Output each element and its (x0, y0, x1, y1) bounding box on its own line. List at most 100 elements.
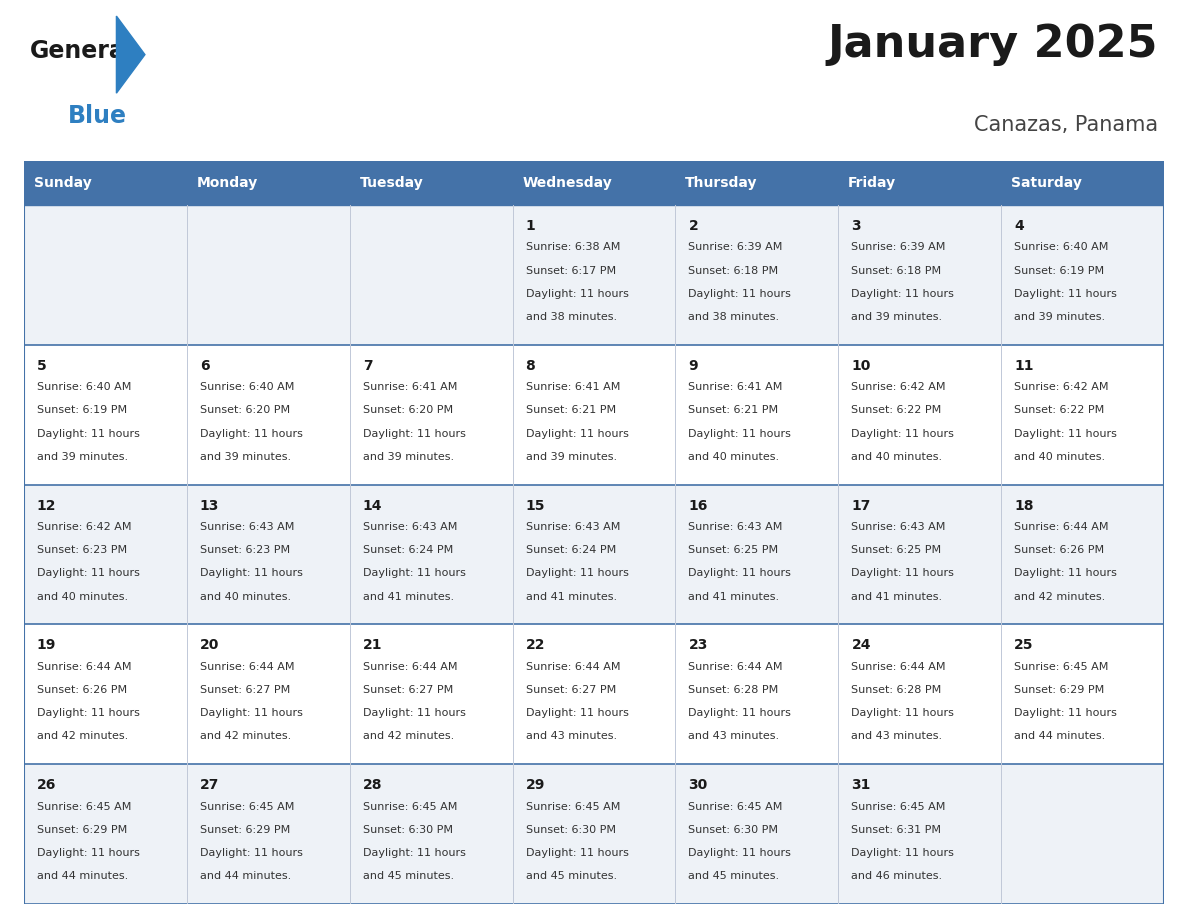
Text: Sunset: 6:29 PM: Sunset: 6:29 PM (1015, 685, 1105, 695)
Text: and 41 minutes.: and 41 minutes. (525, 591, 617, 601)
Text: Blue: Blue (68, 104, 127, 128)
Text: and 40 minutes.: and 40 minutes. (200, 591, 291, 601)
Text: Sunset: 6:30 PM: Sunset: 6:30 PM (362, 825, 453, 835)
Text: 8: 8 (525, 359, 536, 373)
Text: and 44 minutes.: and 44 minutes. (200, 871, 291, 881)
Text: 27: 27 (200, 778, 219, 792)
Text: Sunset: 6:23 PM: Sunset: 6:23 PM (200, 545, 290, 555)
Text: Daylight: 11 hours: Daylight: 11 hours (37, 709, 140, 719)
Text: and 39 minutes.: and 39 minutes. (200, 452, 291, 462)
Text: Sunrise: 6:39 AM: Sunrise: 6:39 AM (689, 242, 783, 252)
Bar (676, 161, 839, 205)
Text: Sunrise: 6:44 AM: Sunrise: 6:44 AM (525, 662, 620, 672)
Text: and 44 minutes.: and 44 minutes. (1015, 732, 1106, 742)
Text: Daylight: 11 hours: Daylight: 11 hours (362, 848, 466, 858)
Text: Sunset: 6:23 PM: Sunset: 6:23 PM (37, 545, 127, 555)
Text: Daylight: 11 hours: Daylight: 11 hours (852, 568, 954, 578)
Text: Sunset: 6:25 PM: Sunset: 6:25 PM (852, 545, 942, 555)
Text: Daylight: 11 hours: Daylight: 11 hours (689, 848, 791, 858)
Text: Sunrise: 6:41 AM: Sunrise: 6:41 AM (362, 383, 457, 392)
Text: and 41 minutes.: and 41 minutes. (689, 591, 779, 601)
Text: and 39 minutes.: and 39 minutes. (1015, 312, 1106, 321)
Text: 11: 11 (1015, 359, 1034, 373)
Bar (512, 161, 676, 205)
Text: Daylight: 11 hours: Daylight: 11 hours (852, 288, 954, 298)
Text: and 41 minutes.: and 41 minutes. (362, 591, 454, 601)
Text: Daylight: 11 hours: Daylight: 11 hours (852, 429, 954, 439)
Text: Daylight: 11 hours: Daylight: 11 hours (1015, 429, 1117, 439)
Text: and 42 minutes.: and 42 minutes. (1015, 591, 1106, 601)
Text: Daylight: 11 hours: Daylight: 11 hours (689, 568, 791, 578)
Text: Daylight: 11 hours: Daylight: 11 hours (362, 568, 466, 578)
Text: 28: 28 (362, 778, 383, 792)
Text: Daylight: 11 hours: Daylight: 11 hours (37, 568, 140, 578)
Text: Sunset: 6:22 PM: Sunset: 6:22 PM (1015, 406, 1105, 416)
Text: and 42 minutes.: and 42 minutes. (37, 732, 128, 742)
Text: Sunset: 6:30 PM: Sunset: 6:30 PM (525, 825, 615, 835)
Text: Sunset: 6:20 PM: Sunset: 6:20 PM (200, 406, 290, 416)
Text: and 39 minutes.: and 39 minutes. (852, 312, 942, 321)
Text: Daylight: 11 hours: Daylight: 11 hours (525, 709, 628, 719)
Text: 2: 2 (689, 218, 699, 232)
Text: Daylight: 11 hours: Daylight: 11 hours (852, 709, 954, 719)
Text: Daylight: 11 hours: Daylight: 11 hours (1015, 288, 1117, 298)
Text: Daylight: 11 hours: Daylight: 11 hours (1015, 568, 1117, 578)
Text: Daylight: 11 hours: Daylight: 11 hours (525, 429, 628, 439)
Text: and 40 minutes.: and 40 minutes. (1015, 452, 1106, 462)
Text: and 39 minutes.: and 39 minutes. (525, 452, 617, 462)
Text: 26: 26 (37, 778, 56, 792)
Text: Canazas, Panama: Canazas, Panama (974, 116, 1158, 135)
Text: Sunrise: 6:45 AM: Sunrise: 6:45 AM (689, 802, 783, 812)
Bar (349, 161, 512, 205)
Text: Daylight: 11 hours: Daylight: 11 hours (200, 848, 303, 858)
Text: 4: 4 (1015, 218, 1024, 232)
Text: and 39 minutes.: and 39 minutes. (362, 452, 454, 462)
Text: 16: 16 (689, 498, 708, 512)
Text: 6: 6 (200, 359, 209, 373)
Text: 15: 15 (525, 498, 545, 512)
Text: Sunrise: 6:45 AM: Sunrise: 6:45 AM (852, 802, 946, 812)
Text: Sunset: 6:18 PM: Sunset: 6:18 PM (689, 265, 778, 275)
Text: Sunset: 6:24 PM: Sunset: 6:24 PM (525, 545, 615, 555)
Text: Sunrise: 6:39 AM: Sunrise: 6:39 AM (852, 242, 946, 252)
Text: January 2025: January 2025 (828, 24, 1158, 66)
Bar (1001, 161, 1164, 205)
Text: 7: 7 (362, 359, 372, 373)
Text: Sunset: 6:18 PM: Sunset: 6:18 PM (852, 265, 942, 275)
Text: and 43 minutes.: and 43 minutes. (689, 732, 779, 742)
Text: Sunset: 6:20 PM: Sunset: 6:20 PM (362, 406, 453, 416)
Text: and 45 minutes.: and 45 minutes. (689, 871, 779, 881)
Text: Sunrise: 6:42 AM: Sunrise: 6:42 AM (37, 522, 132, 532)
Text: Daylight: 11 hours: Daylight: 11 hours (689, 288, 791, 298)
Text: Sunrise: 6:44 AM: Sunrise: 6:44 AM (37, 662, 132, 672)
Text: 20: 20 (200, 638, 219, 653)
Text: Sunrise: 6:44 AM: Sunrise: 6:44 AM (200, 662, 295, 672)
Text: Friday: Friday (848, 175, 896, 190)
Bar (24, 205, 1164, 344)
Text: 24: 24 (852, 638, 871, 653)
Text: Monday: Monday (196, 175, 258, 190)
Text: 19: 19 (37, 638, 56, 653)
Polygon shape (116, 16, 145, 93)
Text: Wednesday: Wednesday (523, 175, 612, 190)
Text: Sunset: 6:17 PM: Sunset: 6:17 PM (525, 265, 615, 275)
Text: Daylight: 11 hours: Daylight: 11 hours (525, 568, 628, 578)
Text: and 44 minutes.: and 44 minutes. (37, 871, 128, 881)
Text: Sunset: 6:29 PM: Sunset: 6:29 PM (200, 825, 290, 835)
Text: Daylight: 11 hours: Daylight: 11 hours (1015, 709, 1117, 719)
Text: and 41 minutes.: and 41 minutes. (852, 591, 942, 601)
Text: Daylight: 11 hours: Daylight: 11 hours (689, 429, 791, 439)
Text: Daylight: 11 hours: Daylight: 11 hours (689, 709, 791, 719)
Text: Sunrise: 6:43 AM: Sunrise: 6:43 AM (362, 522, 457, 532)
Text: Sunset: 6:28 PM: Sunset: 6:28 PM (689, 685, 779, 695)
Text: Sunrise: 6:38 AM: Sunrise: 6:38 AM (525, 242, 620, 252)
Text: and 38 minutes.: and 38 minutes. (525, 312, 617, 321)
Text: Sunrise: 6:45 AM: Sunrise: 6:45 AM (362, 802, 457, 812)
Text: Sunrise: 6:43 AM: Sunrise: 6:43 AM (200, 522, 295, 532)
Text: Sunrise: 6:40 AM: Sunrise: 6:40 AM (200, 383, 295, 392)
Text: Sunset: 6:27 PM: Sunset: 6:27 PM (200, 685, 290, 695)
Text: 5: 5 (37, 359, 46, 373)
Text: 29: 29 (525, 778, 545, 792)
Text: Daylight: 11 hours: Daylight: 11 hours (852, 848, 954, 858)
Bar (24, 344, 1164, 485)
